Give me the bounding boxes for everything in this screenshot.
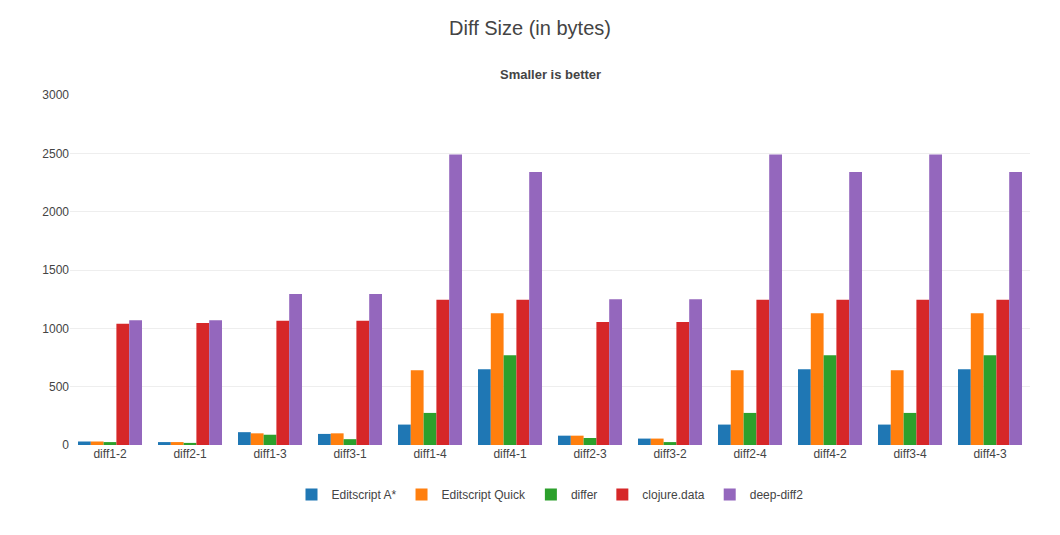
svg-text:diff2-1: diff2-1 xyxy=(173,447,206,461)
svg-text:Editscript A*: Editscript A* xyxy=(332,488,397,502)
svg-text:diff2-3: diff2-3 xyxy=(573,447,606,461)
svg-text:diff3-2: diff3-2 xyxy=(653,447,686,461)
svg-text:clojure.data: clojure.data xyxy=(642,488,704,502)
svg-text:1000: 1000 xyxy=(42,322,69,336)
svg-text:diff1-4: diff1-4 xyxy=(413,447,446,461)
svg-text:diff3-4: diff3-4 xyxy=(893,447,926,461)
svg-text:diff4-2: diff4-2 xyxy=(813,447,846,461)
svg-text:diff1-2: diff1-2 xyxy=(93,447,126,461)
svg-text:Smaller is better: Smaller is better xyxy=(500,67,601,82)
svg-text:diff4-3: diff4-3 xyxy=(973,447,1006,461)
svg-text:2000: 2000 xyxy=(42,205,69,219)
svg-text:diff4-1: diff4-1 xyxy=(493,447,526,461)
svg-text:2500: 2500 xyxy=(42,147,69,161)
svg-text:deep-diff2: deep-diff2 xyxy=(750,488,803,502)
svg-text:3000: 3000 xyxy=(42,88,69,102)
svg-text:500: 500 xyxy=(49,380,69,394)
svg-text:Editscript Quick: Editscript Quick xyxy=(442,488,526,502)
svg-text:0: 0 xyxy=(62,438,69,452)
svg-text:Diff Size (in bytes): Diff Size (in bytes) xyxy=(449,17,611,39)
svg-text:differ: differ xyxy=(571,488,597,502)
svg-text:1500: 1500 xyxy=(42,263,69,277)
svg-text:diff2-4: diff2-4 xyxy=(733,447,766,461)
svg-text:diff1-3: diff1-3 xyxy=(253,447,286,461)
svg-text:diff3-1: diff3-1 xyxy=(333,447,366,461)
